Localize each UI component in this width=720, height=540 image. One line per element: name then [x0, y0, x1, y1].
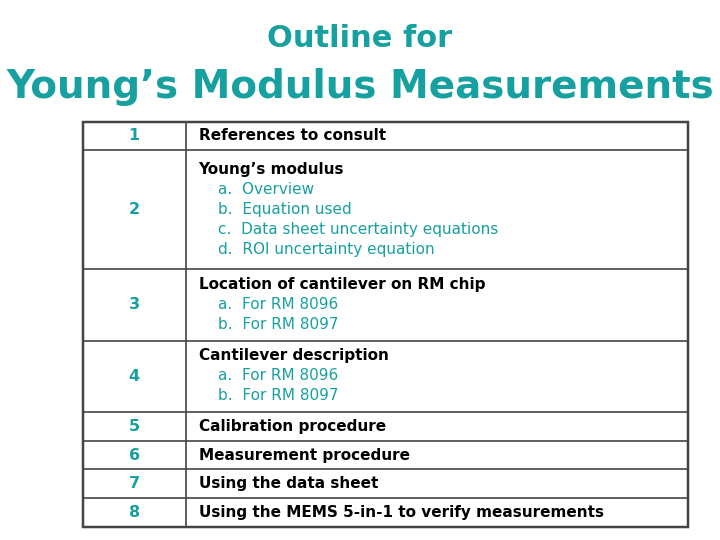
Text: Young’s Modulus Measurements: Young’s Modulus Measurements — [6, 68, 714, 105]
Text: 5: 5 — [129, 419, 140, 434]
Text: Using the MEMS 5-in-1 to verify measurements: Using the MEMS 5-in-1 to verify measurem… — [199, 505, 603, 519]
Text: Using the data sheet: Using the data sheet — [199, 476, 378, 491]
Text: Cantilever description: Cantilever description — [199, 348, 389, 363]
Text: a.  For RM 8096: a. For RM 8096 — [218, 368, 338, 383]
Text: 3: 3 — [129, 298, 140, 313]
Text: b.  For RM 8097: b. For RM 8097 — [218, 317, 338, 332]
Text: Location of cantilever on RM chip: Location of cantilever on RM chip — [199, 277, 485, 292]
Text: a.  For RM 8096: a. For RM 8096 — [218, 297, 338, 312]
Text: Young’s modulus: Young’s modulus — [199, 161, 344, 177]
Bar — [83, 122, 688, 526]
Text: References to consult: References to consult — [199, 129, 386, 143]
Text: 4: 4 — [129, 369, 140, 384]
Text: 7: 7 — [129, 476, 140, 491]
Text: 2: 2 — [129, 202, 140, 217]
Text: 6: 6 — [129, 448, 140, 463]
Text: a.  Overview: a. Overview — [218, 181, 314, 197]
Text: Calibration procedure: Calibration procedure — [199, 419, 386, 434]
Text: 1: 1 — [129, 129, 140, 143]
Text: 8: 8 — [129, 505, 140, 519]
Text: b.  For RM 8097: b. For RM 8097 — [218, 388, 338, 403]
Text: b.  Equation used: b. Equation used — [218, 201, 352, 217]
Text: c.  Data sheet uncertainty equations: c. Data sheet uncertainty equations — [218, 221, 498, 237]
Text: Measurement procedure: Measurement procedure — [199, 448, 410, 463]
Text: Outline for: Outline for — [267, 24, 453, 53]
Text: d.  ROI uncertainty equation: d. ROI uncertainty equation — [218, 242, 435, 256]
